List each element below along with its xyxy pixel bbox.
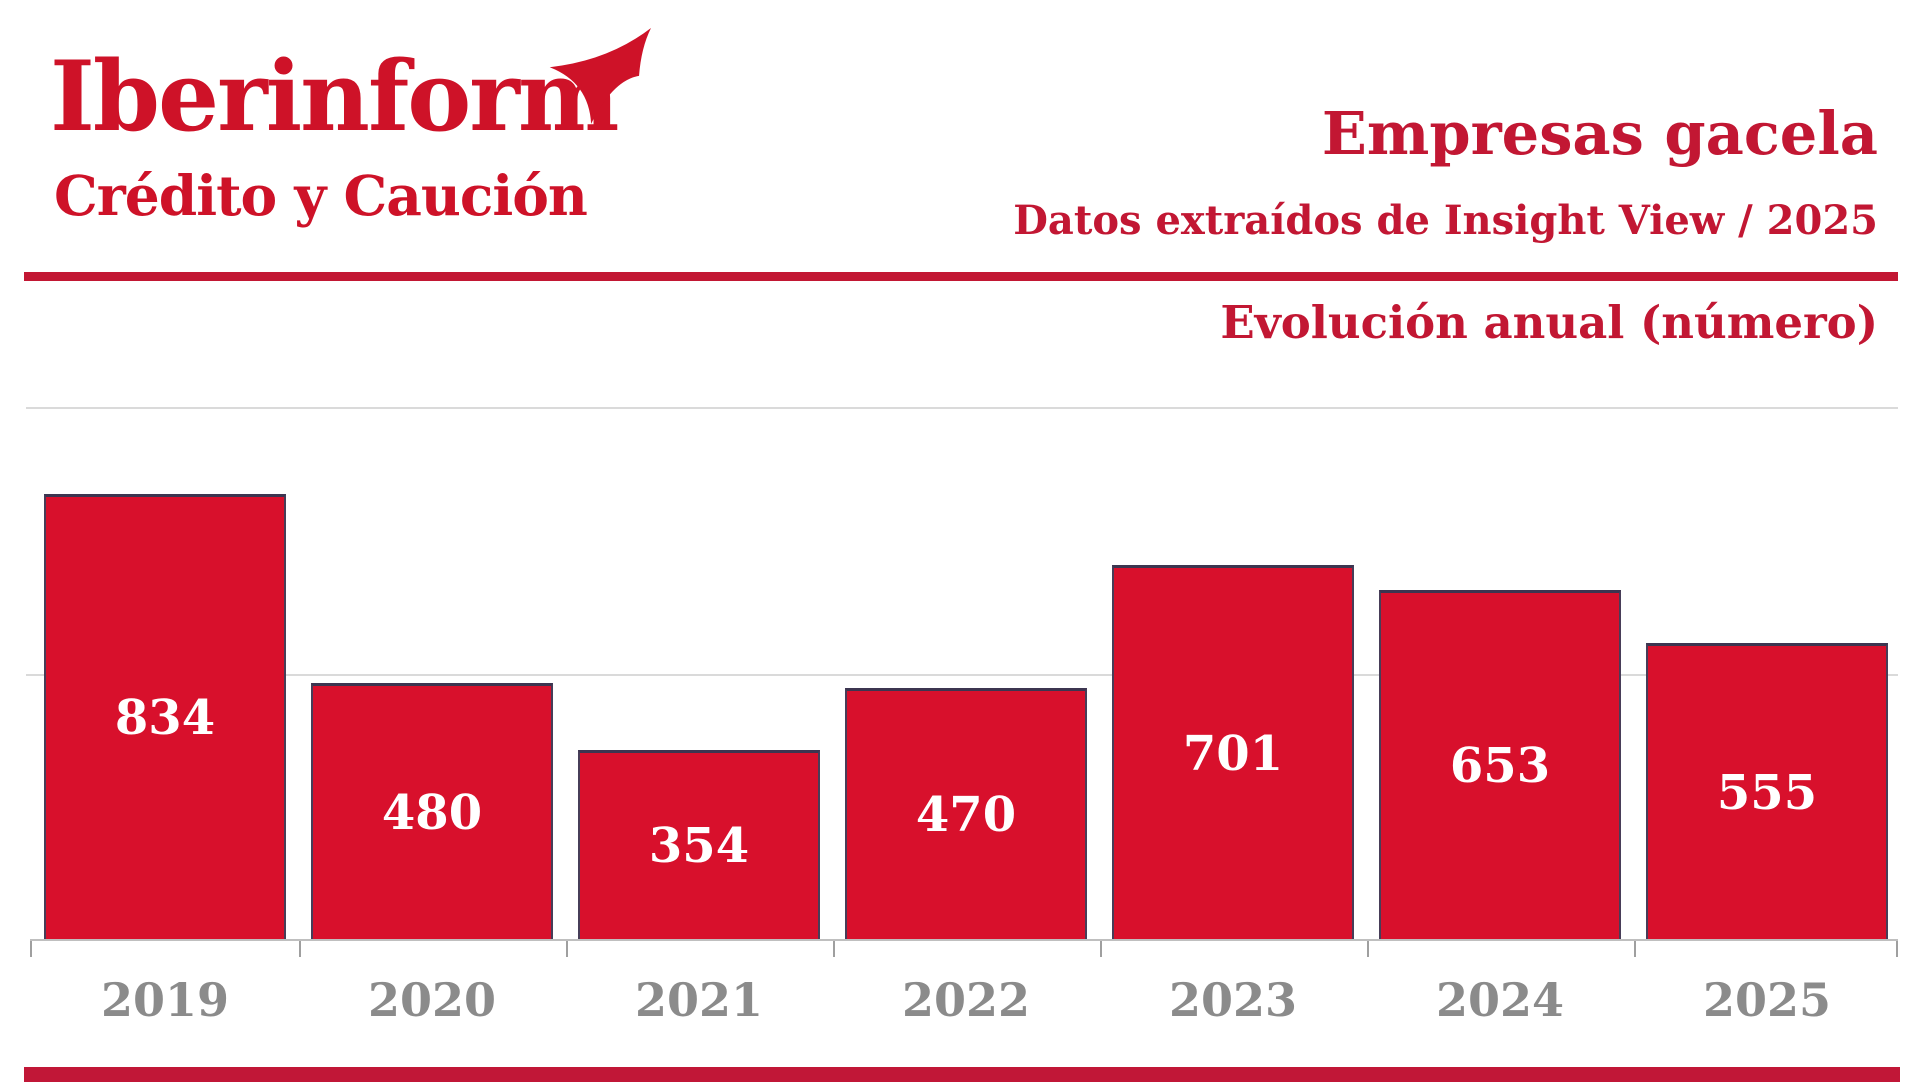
x-axis-tick-5	[1367, 941, 1369, 957]
x-axis-label-2019: 2019	[100, 973, 230, 1027]
bar-value-label-2022: 470	[915, 787, 1017, 843]
chart-title: Empresas gacela	[1321, 99, 1878, 168]
gridline-500	[26, 674, 1898, 676]
bar-value-label-2025: 555	[1716, 764, 1818, 821]
gridline-1000	[26, 407, 1898, 409]
footer-rule	[24, 1067, 1900, 1082]
x-axis-label-2020: 2020	[367, 973, 497, 1027]
brand-tagline: Crédito y Caución	[54, 163, 588, 228]
header-rule	[24, 272, 1898, 281]
x-axis-line	[30, 939, 1898, 941]
x-axis-tick-0	[30, 941, 32, 957]
bar-2019: 834	[44, 494, 286, 939]
chart-subtitle: Datos extraídos de Insight View / 2025	[1013, 197, 1878, 244]
x-axis-tick-6	[1634, 941, 1636, 957]
x-axis-label-2023: 2023	[1168, 973, 1298, 1027]
bar-2020: 480	[311, 683, 553, 939]
x-axis-label-2024: 2024	[1435, 973, 1565, 1027]
section-label: Evolución anual (número)	[1220, 296, 1878, 349]
bar-2024: 653	[1379, 590, 1621, 939]
x-axis-tick-4	[1100, 941, 1102, 957]
bar-value-label-2019: 834	[114, 690, 216, 746]
x-axis-tick-1	[299, 941, 301, 957]
x-axis-label-2022: 2022	[901, 973, 1031, 1027]
bar-value-label-2020: 480	[381, 784, 483, 841]
bar-2021: 354	[578, 750, 820, 939]
x-axis-tick-3	[833, 941, 835, 957]
brand-logo-text: Iberinform	[50, 40, 619, 153]
x-axis-tick-7	[1896, 941, 1898, 957]
x-axis-label-2025: 2025	[1702, 973, 1832, 1027]
bar-2023: 701	[1112, 565, 1354, 939]
bar-value-label-2021: 354	[648, 818, 750, 874]
brand-bird-icon	[549, 28, 651, 124]
x-axis-tick-2	[566, 941, 568, 957]
x-axis-label-2021: 2021	[634, 973, 764, 1027]
bar-2022: 470	[845, 688, 1087, 939]
bar-2025: 555	[1646, 643, 1888, 939]
bar-value-label-2024: 653	[1449, 738, 1551, 794]
bar-value-label-2023: 701	[1182, 725, 1284, 782]
